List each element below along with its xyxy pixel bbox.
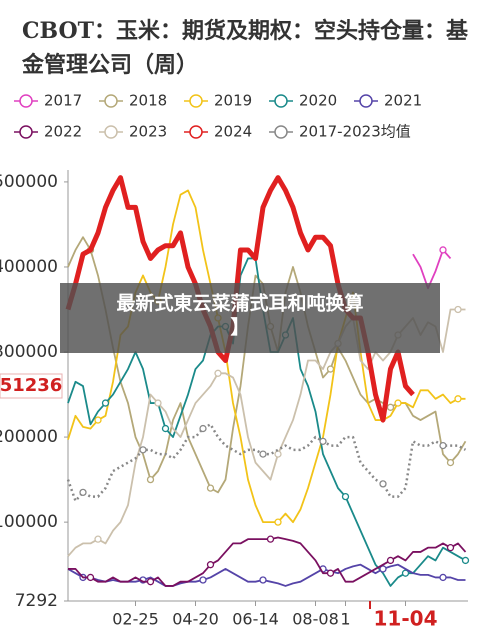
point-marker (101, 399, 110, 407)
point-marker (326, 365, 335, 373)
point-marker (401, 569, 410, 577)
point-marker (439, 573, 447, 582)
point-marker (146, 475, 155, 484)
overlay-text: 】 (230, 316, 249, 339)
point-marker (379, 565, 387, 573)
overlay-banner (60, 283, 440, 353)
legend-label: 2017 (44, 92, 82, 110)
legend-label: 2018 (129, 92, 167, 110)
point-marker (386, 403, 395, 411)
point-marker (146, 578, 155, 586)
series-line (67, 563, 466, 587)
point-marker (386, 556, 395, 565)
point-marker (206, 561, 215, 569)
point-marker (454, 395, 462, 403)
y-tick-label: 7292 (15, 591, 58, 611)
legend-label: 2022 (44, 123, 82, 141)
point-marker (259, 576, 267, 584)
point-marker (439, 441, 447, 450)
point-marker (394, 399, 402, 407)
y-tick-label: 400000 (0, 257, 58, 277)
point-marker (199, 576, 207, 584)
legend-label: 2024 (214, 123, 252, 141)
point-marker (274, 518, 282, 526)
point-marker (161, 424, 170, 433)
series-line (66, 423, 467, 503)
series-line (67, 189, 466, 524)
legend-label: 2023 (129, 123, 167, 141)
legend-marker (189, 125, 203, 139)
point-marker (94, 535, 102, 543)
x-tick-label: 08-08 (292, 610, 339, 629)
series-line (412, 249, 452, 290)
point-marker (274, 450, 282, 458)
point-marker (206, 484, 215, 492)
y-tick-label: 500000 (0, 172, 58, 192)
chart-title: CBOT：玉米：期货及期权：空头持仓量：基金管理公司（周） (22, 18, 469, 78)
legend-marker (189, 94, 203, 108)
legend-marker (359, 94, 373, 108)
x-tick-label: 02-25 (112, 610, 159, 629)
overlay-text: 最新式東云菜蒲式耳和吨换算 (116, 292, 363, 315)
legend-label: 2020 (299, 92, 337, 110)
legend-marker (104, 94, 118, 108)
y-tick-label: 300000 (0, 342, 58, 362)
point-marker (439, 246, 447, 254)
legend-marker (19, 125, 33, 139)
x-tick-label: 04-20 (172, 610, 219, 629)
legend-label: 2021 (384, 92, 422, 110)
point-marker (199, 424, 207, 433)
point-marker (341, 492, 350, 501)
x-tick-label: 06-14 (232, 610, 279, 629)
point-marker (94, 416, 102, 424)
legend-marker (274, 125, 288, 139)
point-marker (154, 399, 162, 407)
annotation-box (0, 373, 63, 399)
point-marker (319, 437, 327, 445)
point-marker (79, 488, 87, 497)
annotation: 51236 (0, 375, 62, 396)
point-marker (446, 544, 455, 552)
point-marker (454, 305, 462, 314)
point-marker (266, 535, 275, 543)
point-marker (86, 573, 95, 582)
legend-label: 2017-2023均值 (299, 123, 411, 141)
point-marker (214, 369, 222, 377)
legend-marker (104, 125, 118, 139)
point-marker (379, 480, 387, 488)
legend-label: 2019 (214, 92, 252, 110)
series-line (67, 236, 467, 494)
legend-marker (274, 94, 288, 108)
point-marker (259, 450, 267, 458)
point-marker (326, 569, 335, 577)
y-tick-label: 100000 (0, 512, 58, 532)
point-marker (139, 446, 147, 454)
point-marker (461, 556, 470, 565)
x-tick-label: 1 (340, 610, 350, 629)
legend-marker (19, 94, 33, 108)
series-line (68, 536, 467, 587)
point-marker (446, 458, 455, 467)
x-tick-label: 11-04 (374, 607, 438, 631)
